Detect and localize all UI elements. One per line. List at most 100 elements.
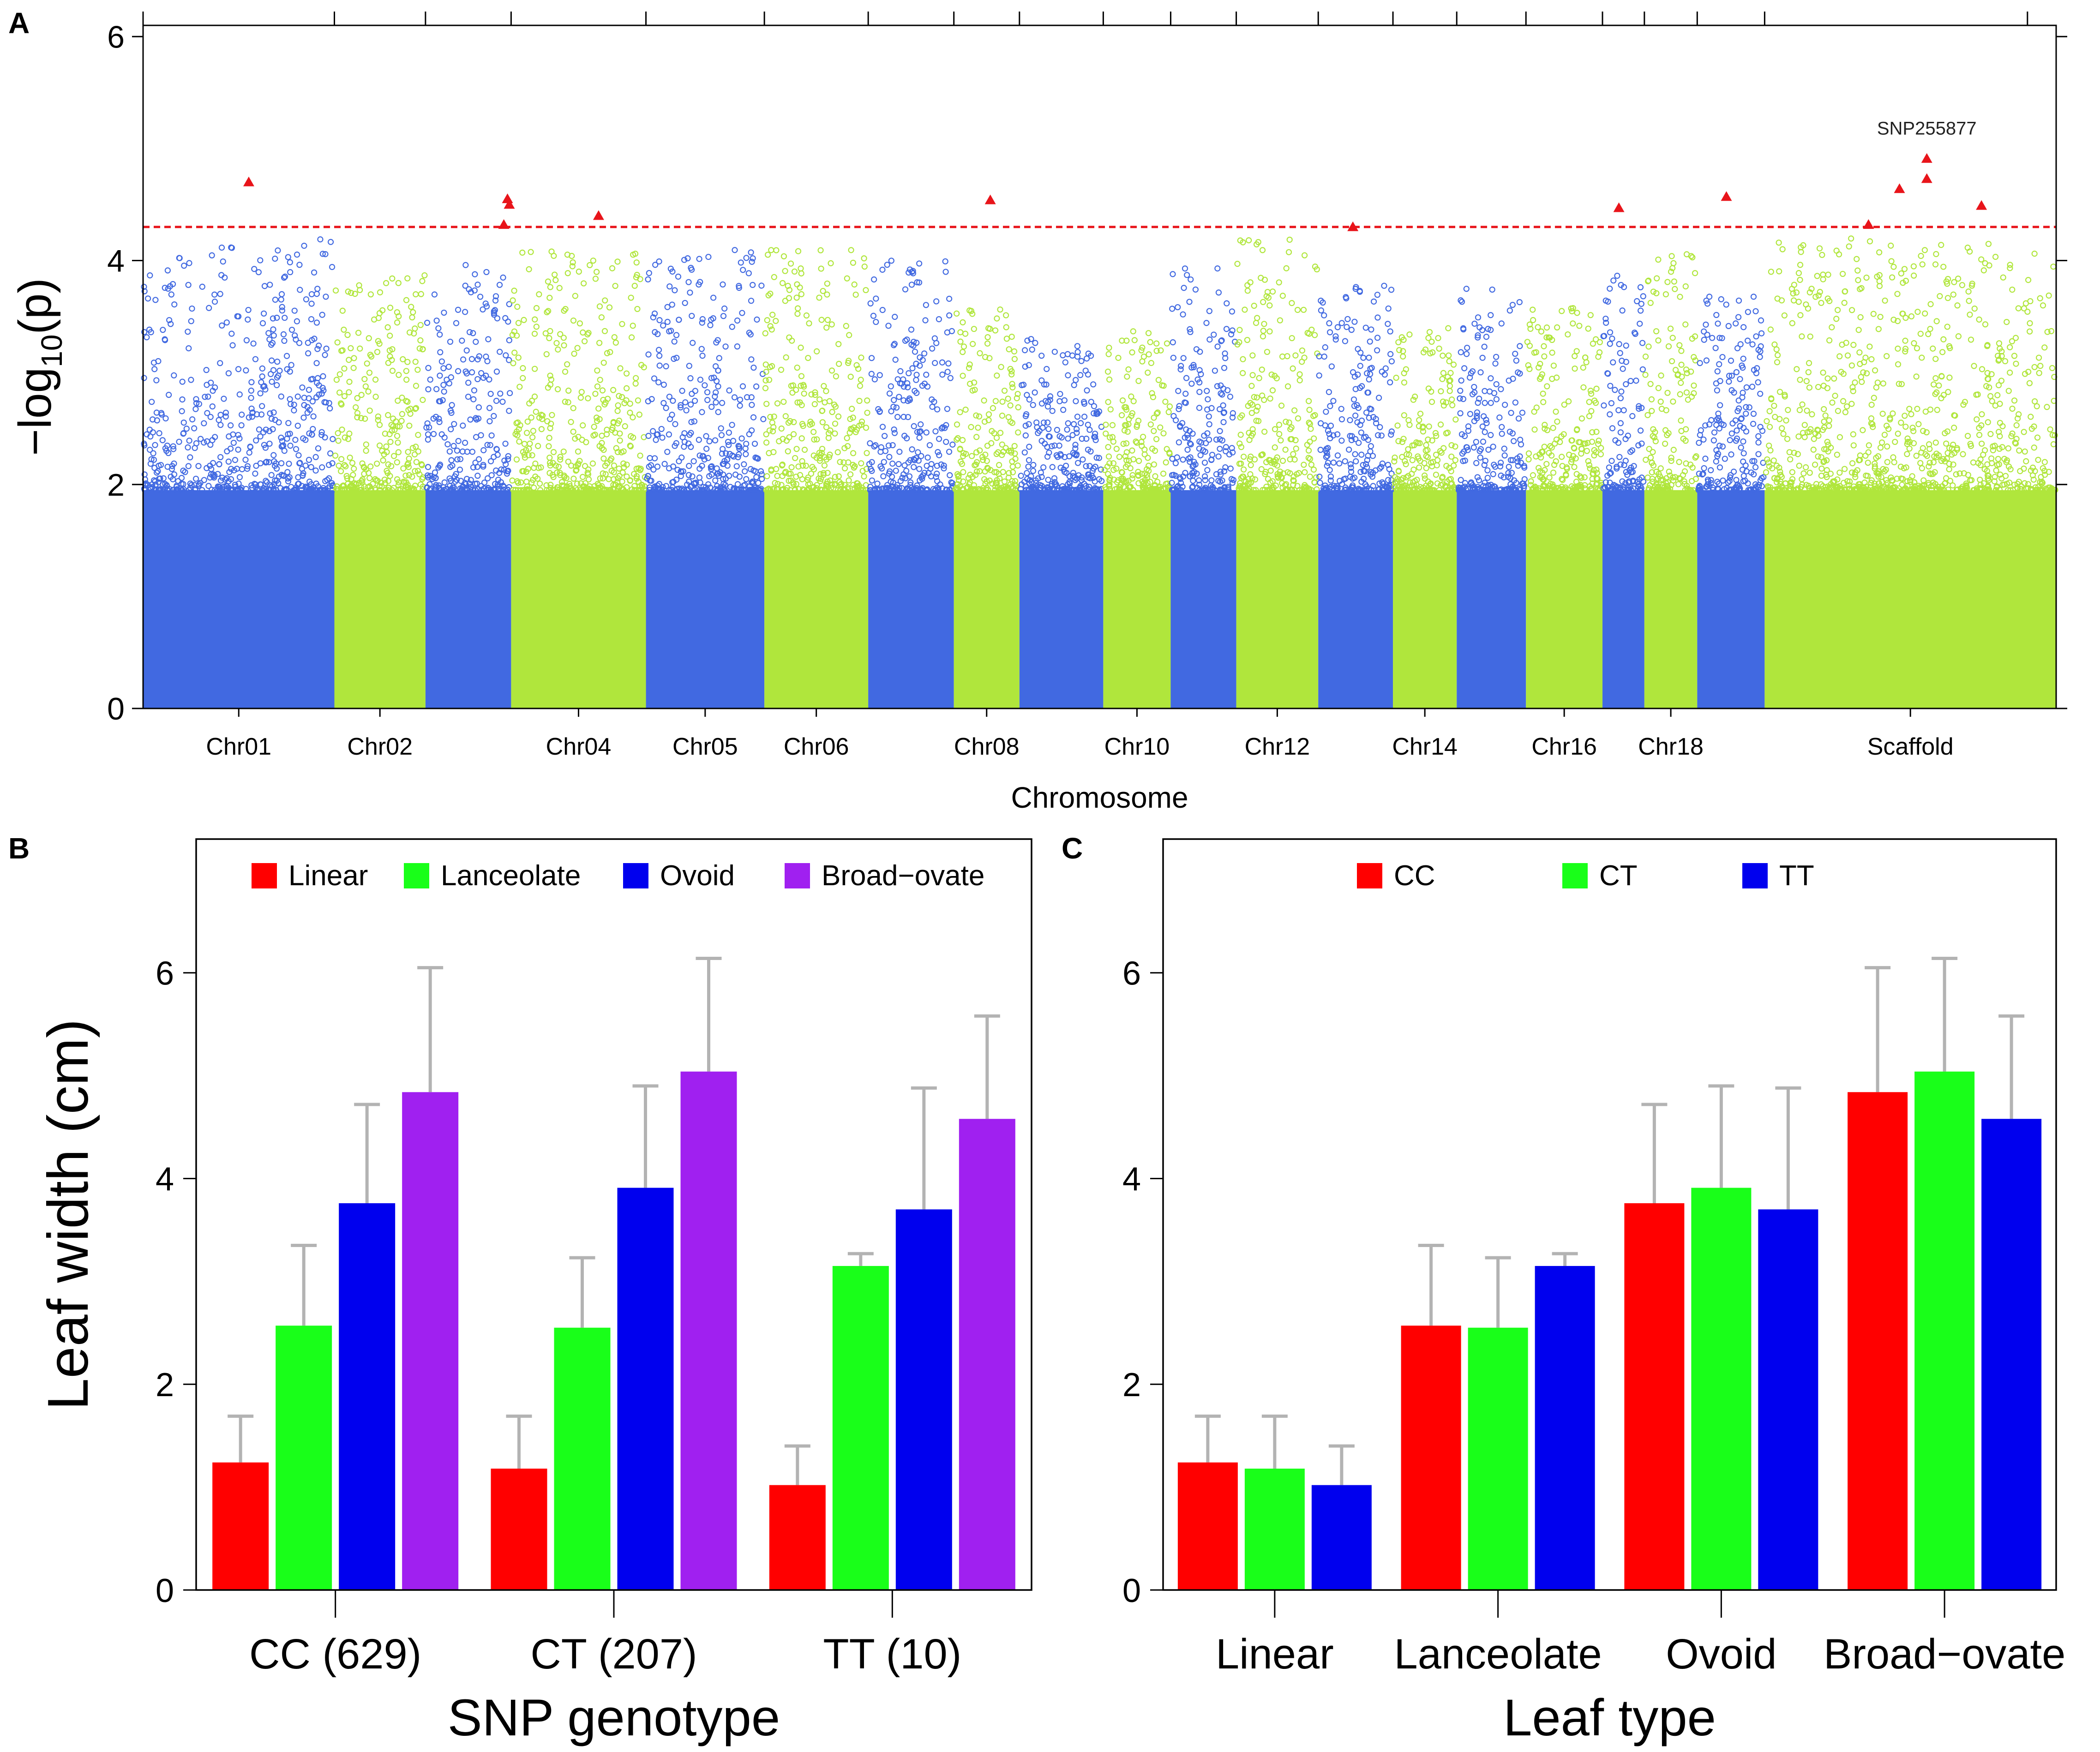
snp-point — [246, 450, 252, 456]
snp-point — [1448, 468, 1454, 474]
snp-point — [1753, 333, 1759, 340]
snp-point — [560, 487, 567, 493]
snp-point — [960, 372, 966, 379]
snp-point — [164, 463, 171, 470]
snp-point — [793, 446, 800, 452]
snp-point — [1657, 398, 1664, 405]
snp-point — [425, 464, 432, 470]
snp-point — [557, 469, 563, 476]
snp-point — [703, 433, 709, 439]
snp-point — [850, 259, 857, 266]
snp-point — [999, 413, 1006, 419]
snp-point — [586, 483, 593, 490]
snp-point — [1352, 386, 1359, 392]
snp-point — [301, 242, 307, 249]
snp-point — [1614, 465, 1620, 472]
snp-point — [525, 452, 532, 458]
snp-point — [823, 388, 829, 394]
snp-point — [1665, 343, 1672, 350]
snp-point — [1261, 396, 1267, 403]
snp-point — [1187, 458, 1193, 465]
snp-point — [299, 384, 306, 391]
snp-point — [1276, 431, 1283, 438]
snp-point — [1190, 478, 1196, 484]
snp-point — [494, 315, 501, 322]
snp-point — [1280, 470, 1287, 477]
snp-point — [960, 469, 966, 475]
snp-point — [913, 377, 919, 383]
snp-point — [1629, 447, 1636, 454]
snp-point — [734, 481, 741, 487]
snp-point — [366, 335, 372, 342]
snp-point — [229, 342, 236, 348]
snp-point — [1743, 404, 1749, 410]
snp-point — [1696, 439, 1702, 446]
snp-point — [544, 487, 550, 493]
snp-point — [389, 367, 396, 374]
snp-point — [1190, 462, 1197, 469]
snp-point — [1457, 485, 1464, 491]
snp-point — [751, 440, 758, 447]
snp-point — [1530, 317, 1536, 324]
snp-point — [656, 258, 662, 265]
snp-point — [1689, 254, 1696, 261]
snp-point — [1208, 456, 1215, 463]
snp-point — [388, 422, 395, 428]
snp-point — [669, 412, 675, 418]
snp-point — [1589, 438, 1596, 445]
snp-point — [732, 247, 738, 253]
snp-point — [1032, 340, 1038, 346]
snp-point — [257, 390, 264, 396]
snp-point — [520, 375, 526, 381]
snp-point — [364, 360, 370, 367]
snp-point — [977, 350, 983, 356]
snp-point — [1488, 375, 1494, 382]
snp-point — [1464, 344, 1470, 351]
snp-point — [1338, 406, 1344, 412]
snp-point — [1696, 470, 1702, 477]
snp-point — [185, 444, 191, 450]
snp-point — [968, 453, 975, 459]
snp-point — [1697, 432, 1703, 438]
snp-point — [1677, 294, 1683, 300]
snp-point — [889, 442, 896, 449]
snp-point — [1713, 458, 1719, 465]
snp-point — [801, 487, 807, 493]
snp-point — [192, 406, 199, 412]
snp-point — [538, 426, 545, 432]
snp-point — [834, 449, 841, 456]
snp-point — [651, 310, 658, 317]
snp-point — [1627, 378, 1634, 384]
snp-point — [303, 487, 309, 493]
snp-point — [954, 436, 960, 443]
snp-point — [655, 347, 662, 353]
snp-point — [536, 291, 542, 298]
snp-point — [1072, 442, 1079, 448]
snp-point — [740, 267, 746, 273]
snp-point — [201, 420, 207, 426]
snp-point — [419, 278, 426, 284]
snp-point — [1160, 470, 1167, 477]
snp-point — [1077, 420, 1084, 426]
snp-point — [313, 319, 320, 326]
snp-point — [966, 361, 973, 368]
snp-point — [782, 413, 789, 420]
snp-point — [827, 451, 833, 458]
snp-point — [933, 298, 940, 305]
snp-point — [1692, 475, 1699, 482]
snp-point — [1244, 282, 1251, 288]
snp-point — [754, 316, 760, 323]
snp-point — [824, 291, 830, 298]
snp-point — [1061, 397, 1068, 403]
chromosome-band-chr15 — [1457, 490, 1526, 708]
snp-point — [1188, 380, 1195, 387]
snp-point — [1476, 324, 1483, 330]
snp-point — [901, 432, 908, 439]
snp-point — [847, 416, 853, 422]
snp-point — [1217, 428, 1223, 434]
snp-point — [1087, 448, 1094, 455]
snp-point — [1490, 444, 1496, 450]
snp-point — [1259, 366, 1265, 373]
snp-point — [243, 367, 249, 374]
snp-point — [1347, 433, 1353, 439]
